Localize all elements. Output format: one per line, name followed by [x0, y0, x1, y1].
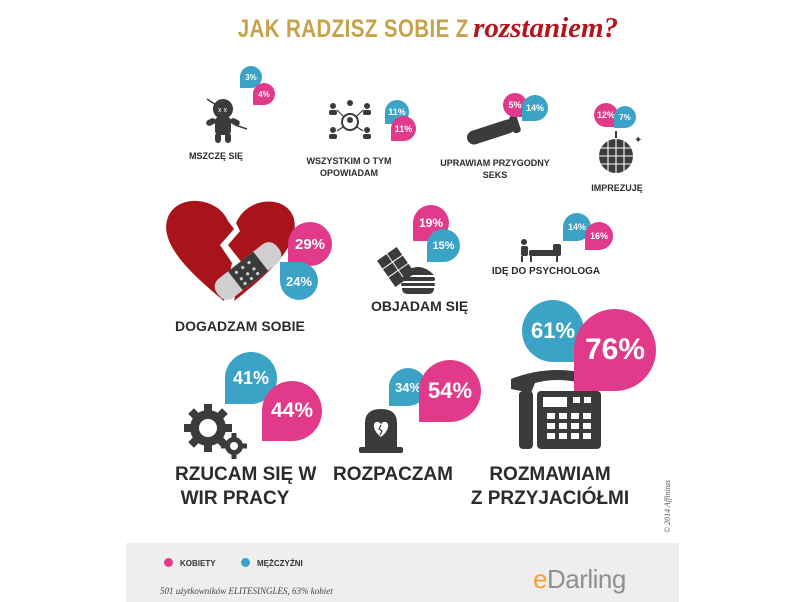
svg-text:x x: x x [218, 107, 227, 114]
label-line: OPOWIADAM [320, 168, 378, 178]
value-men: 15% [432, 239, 455, 252]
value-men: 61% [530, 318, 576, 343]
copyright-text: © 2014 Affinitas [663, 479, 672, 533]
value-women: 76% [584, 333, 646, 366]
bubble-women-wszystkim: 11% [391, 116, 416, 141]
telephone-icon [511, 370, 605, 449]
voodoo-doll-icon: x x [206, 98, 248, 143]
value-women: 54% [427, 378, 473, 403]
bubble-men-objadam: 15% [427, 229, 460, 262]
value-women: 12% [596, 110, 615, 120]
label-line: MSZCZĘ SIĘ [188, 151, 243, 161]
gravestone-icon [359, 409, 403, 453]
value-women: 44% [270, 399, 314, 422]
label-line: RZUCAM SIĘ W [175, 464, 317, 485]
value-men: 14% [525, 103, 544, 113]
label-line: UPRAWIAM PRZYGODNY [440, 158, 550, 168]
label-line: Z PRZYJACIÓŁMI [470, 488, 630, 509]
label-line: OBJADAM SIĘ [371, 298, 469, 314]
value-men: 14% [567, 222, 586, 232]
legend-women-dot [164, 558, 173, 567]
label-line: SEKS [482, 170, 508, 180]
value-men: 11% [388, 107, 406, 117]
label-line: ROZPACZAM [333, 464, 453, 485]
label-line: WIR PRACY [180, 488, 290, 509]
label-line: WSZYSTKIM O TYM [306, 156, 392, 166]
label-wszystkim-o-tym: WSZYSTKIM O TYM OPOWIADAM [294, 155, 404, 179]
label-mszcze-sie: MSZCZĘ SIĘ [176, 150, 256, 162]
bubble-women-dogadzam: 29% [288, 222, 332, 266]
value-women: 4% [258, 89, 270, 99]
value-women: 16% [589, 231, 608, 241]
brand-rest: Darling [546, 564, 626, 594]
title-part-1: JAK RADZISZ SOBIE Z [237, 15, 469, 43]
label-line: DOGADZAM SOBIE [175, 318, 305, 334]
label-rozpaczam: ROZPACZAM [333, 463, 453, 487]
value-women: 11% [394, 123, 413, 134]
broken-heart-icon [166, 200, 295, 301]
svg-text:✦: ✦ [634, 135, 642, 146]
people-network-icon [329, 100, 371, 139]
bubble-women-rozpaczam: 54% [419, 360, 481, 422]
right-margin [679, 0, 805, 602]
label-uprawiam-seks: UPRAWIAM PRZYGODNY SEKS [440, 157, 550, 181]
survey-note: 501 użytkowników ELITESINGLES, 63% kobie… [160, 586, 333, 596]
label-dogadzam-sobie: DOGADZAM SOBIE [175, 318, 305, 335]
legend-men-dot [241, 558, 250, 567]
bubble-women-mszcze: 4% [253, 83, 275, 105]
value-women: 29% [294, 235, 326, 253]
bubble-men-mszcze: 3% [240, 66, 262, 88]
label-imprezuje: IMPREZUJĘ [582, 182, 652, 194]
value-men: 7% [619, 112, 631, 122]
label-rozmawiam: ROZMAWIAM Z PRZYJACIÓŁMI [470, 463, 630, 511]
label-line: ROZMAWIAM [489, 464, 611, 485]
left-margin [0, 0, 126, 602]
label-objadam-sie: OBJADAM SIĘ [371, 298, 469, 315]
disco-ball-icon: ✦ [599, 131, 642, 173]
value-women: 5% [508, 100, 522, 110]
title-part-2: rozstaniem? [473, 12, 619, 44]
bubble-women-praca: 44% [262, 381, 322, 441]
brand-e: e [533, 564, 547, 594]
gears-icon [184, 404, 247, 459]
brand-logo: eDarling [533, 564, 626, 595]
value-men: 34% [394, 379, 422, 395]
bubble-men-rozmawiam: 61% [522, 300, 584, 362]
condom-icon [467, 115, 521, 145]
footer [126, 543, 679, 602]
label-line: IMPREZUJĘ [591, 183, 643, 193]
bubble-women-rozmawiam: 76% [574, 309, 656, 391]
label-line: IDĘ DO PSYCHOLOGA [491, 266, 601, 277]
bubble-men-dogadzam: 24% [280, 262, 318, 300]
burger-chocolate-icon [376, 247, 435, 294]
bubble-men-seks: 14% [522, 95, 548, 121]
value-men: 41% [232, 367, 270, 388]
value-men: 24% [285, 273, 313, 289]
therapy-couch-icon [521, 239, 561, 262]
page-title: JAK RADZISZ SOBIE Z rozstaniem? [126, 12, 679, 45]
label-ide-do-psychologa: IDĘ DO PSYCHOLOGA [491, 266, 601, 278]
legend-men-label: MĘŻCZYŹNI [257, 559, 303, 568]
legend-women-label: KOBIETY [180, 559, 216, 568]
label-rzucam-sie: RZUCAM SIĘ W WIR PRACY [175, 463, 317, 511]
value-women: 19% [418, 216, 444, 230]
bubble-men-praca: 41% [225, 352, 277, 404]
bubble-men-imprezuje: 7% [614, 106, 636, 128]
bubble-women-psycholog: 16% [585, 222, 613, 250]
value-men: 3% [245, 72, 257, 82]
